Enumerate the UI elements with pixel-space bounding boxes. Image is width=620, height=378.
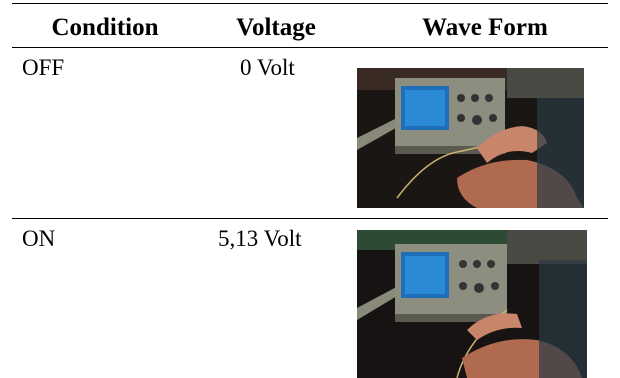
header-rule — [12, 47, 608, 48]
waveform-photo — [357, 230, 587, 378]
header-cell: Voltage — [236, 14, 316, 42]
page: Condition Voltage Wave Form OFF 0 Volt O… — [0, 0, 620, 378]
waveform-photo — [357, 68, 584, 208]
top-rule — [12, 3, 608, 4]
header-cell: Wave Form — [422, 14, 548, 42]
row-rule — [12, 218, 608, 219]
condition-cell: ON — [22, 226, 55, 252]
condition-cell: OFF — [22, 55, 64, 81]
voltage-cell: 0 Volt — [240, 55, 295, 81]
header-cell: Condition — [52, 14, 159, 42]
voltage-cell: 5,13 Volt — [218, 226, 302, 252]
